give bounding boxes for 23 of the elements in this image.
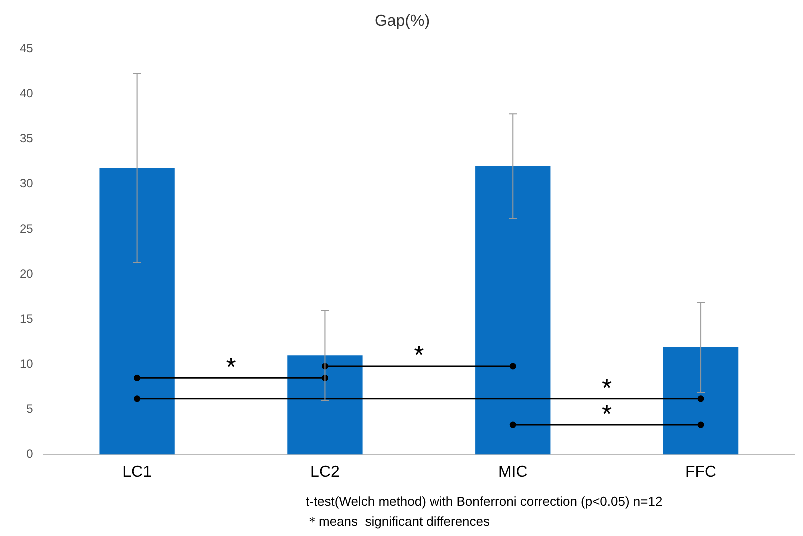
bar: [100, 168, 175, 455]
annotation: *: [414, 340, 424, 370]
x-tick-label: FFC: [685, 464, 717, 481]
y-tick-label: 10: [20, 356, 34, 371]
x-tick-label: MIC: [498, 464, 528, 481]
y-tick-label: 15: [20, 312, 34, 326]
y-tick-label: 30: [20, 176, 34, 191]
y-tick-label: 20: [20, 266, 34, 281]
bar: [288, 356, 363, 455]
bar: [663, 348, 739, 455]
bar: [476, 166, 551, 455]
text: ＊means significant differences: [306, 513, 490, 531]
annotation: *: [226, 352, 236, 382]
y-tick-label: 0: [26, 447, 34, 462]
y-tick-label: 35: [20, 132, 34, 146]
y-tick-label: 45: [20, 42, 34, 56]
x-tick-label: LC2: [310, 464, 340, 481]
y-tick-label: 25: [20, 222, 34, 236]
chart-title: Gap(%): [374, 13, 430, 30]
x-tick-label: LC1: [122, 464, 152, 481]
y-tick-label: 5: [26, 402, 34, 416]
text: t-test(Welch method) with Bonferroni correction (p<0.05) n=12: [306, 494, 663, 509]
y-tick-label: 40: [20, 86, 34, 101]
